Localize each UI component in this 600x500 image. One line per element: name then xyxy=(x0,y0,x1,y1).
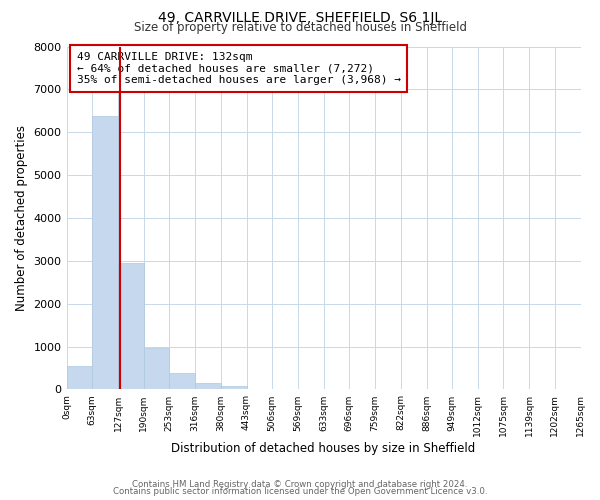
Bar xyxy=(118,262,144,390)
Text: 49 CARRVILLE DRIVE: 132sqm
← 64% of detached houses are smaller (7,272)
35% of s: 49 CARRVILLE DRIVE: 132sqm ← 64% of deta… xyxy=(77,52,401,85)
Bar xyxy=(92,116,118,390)
Text: Contains public sector information licensed under the Open Government Licence v3: Contains public sector information licen… xyxy=(113,487,487,496)
Bar xyxy=(195,382,221,390)
Text: Contains HM Land Registry data © Crown copyright and database right 2024.: Contains HM Land Registry data © Crown c… xyxy=(132,480,468,489)
Text: 49, CARRVILLE DRIVE, SHEFFIELD, S6 1JL: 49, CARRVILLE DRIVE, SHEFFIELD, S6 1JL xyxy=(158,11,442,25)
Bar xyxy=(67,366,92,390)
Bar xyxy=(144,348,169,390)
X-axis label: Distribution of detached houses by size in Sheffield: Distribution of detached houses by size … xyxy=(172,442,476,455)
Bar xyxy=(221,386,247,390)
Bar xyxy=(169,373,195,390)
Text: Size of property relative to detached houses in Sheffield: Size of property relative to detached ho… xyxy=(133,21,467,34)
Y-axis label: Number of detached properties: Number of detached properties xyxy=(15,125,28,311)
